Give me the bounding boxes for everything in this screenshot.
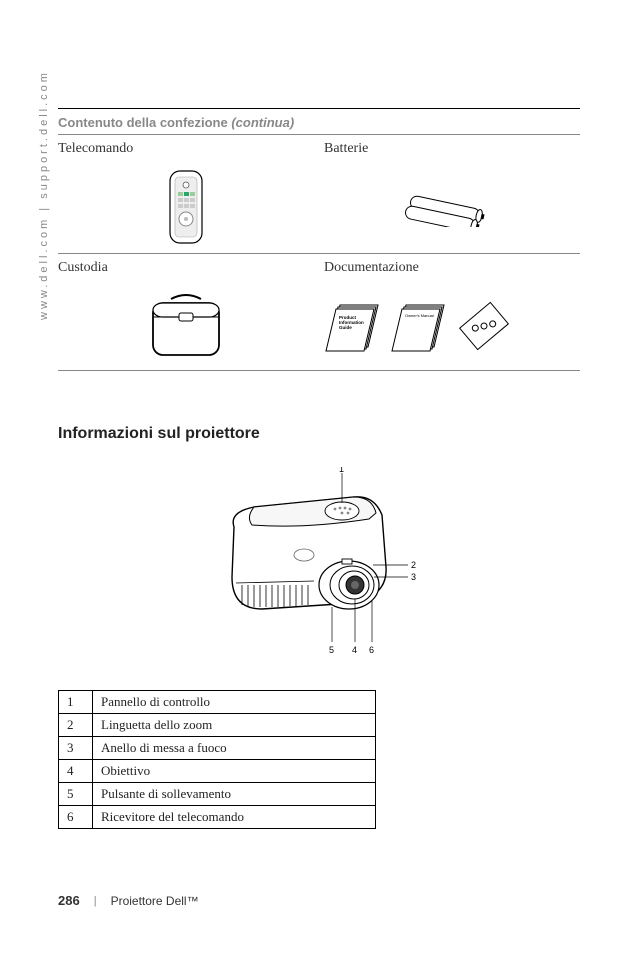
footer-title: Proiettore Dell™ [111, 894, 199, 908]
part-label: Linguetta dello zoom [93, 714, 376, 737]
callout-5: 5 [329, 645, 334, 655]
table-row: 5Pulsante di sollevamento [59, 783, 376, 806]
table-row: 4Obiettivo [59, 760, 376, 783]
part-label: Pulsante di sollevamento [93, 783, 376, 806]
part-num: 5 [59, 783, 93, 806]
label-remote: Telecomando [58, 135, 314, 167]
part-num: 1 [59, 691, 93, 714]
sidebar-url: www.dell.com | support.dell.com [38, 70, 50, 320]
image-case [58, 286, 314, 366]
image-remote [58, 167, 314, 247]
table-row: 2Linguetta dello zoom [59, 714, 376, 737]
part-num: 3 [59, 737, 93, 760]
table-row: 3Anello di messa a fuoco [59, 737, 376, 760]
callout-3: 3 [411, 572, 416, 582]
svg-text:Guide: Guide [339, 325, 352, 330]
part-label: Ricevitore del telecomando [93, 806, 376, 829]
section-projector-info: Informazioni sul proiettore [58, 425, 580, 443]
callout-2: 2 [411, 560, 416, 570]
page-footer: 286 | Proiettore Dell™ [58, 893, 580, 908]
rule-bottom-box [58, 370, 580, 371]
callout-4: 4 [352, 645, 357, 655]
table-row: 1Pannello di controllo [59, 691, 376, 714]
part-label: Pannello di controllo [93, 691, 376, 714]
svg-text:Owner's Manual: Owner's Manual [405, 313, 434, 318]
image-batteries [324, 167, 580, 247]
part-label: Anello di messa a fuoco [93, 737, 376, 760]
callout-1: 1 [339, 467, 344, 474]
label-docs: Documentazione [324, 254, 580, 286]
box-title-main: Contenuto della confezione [58, 115, 231, 130]
page-content: Contenuto della confezione (continua) Te… [58, 108, 580, 829]
table-row: 6Ricevitore del telecomando [59, 806, 376, 829]
page-number: 286 [58, 893, 80, 908]
parts-table: 1Pannello di controllo 2Linguetta dello … [58, 690, 376, 829]
label-case: Custodia [58, 254, 314, 286]
footer-separator: | [94, 895, 97, 907]
part-num: 6 [59, 806, 93, 829]
box-contents-title: Contenuto della confezione (continua) [58, 109, 580, 134]
projector-diagram: 1 2 3 4 5 6 [58, 461, 580, 690]
part-label: Obiettivo [93, 760, 376, 783]
part-num: 4 [59, 760, 93, 783]
label-batteries: Batterie [324, 135, 580, 167]
part-num: 2 [59, 714, 93, 737]
callout-6: 6 [369, 645, 374, 655]
image-docs: Product Information Guide Owner's Manual [324, 286, 580, 366]
box-title-continued: (continua) [231, 115, 294, 130]
